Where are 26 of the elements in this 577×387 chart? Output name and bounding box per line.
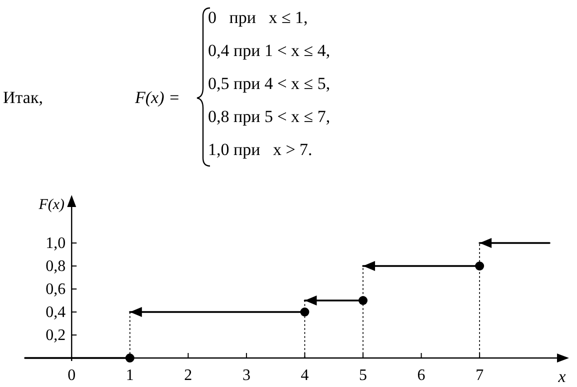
x-axis-title: x xyxy=(557,367,566,386)
text: Итак, xyxy=(3,88,43,107)
y-tick-label: 0,8 xyxy=(46,258,66,275)
x-tick-label: 0 xyxy=(68,367,76,384)
x-tick-label: 7 xyxy=(476,367,484,384)
text: 0 при x ≤ 1, xyxy=(208,8,308,27)
x-tick-label: 6 xyxy=(417,367,426,384)
text: 1,0 при x > 7. xyxy=(208,140,312,159)
x-tick-label: 3 xyxy=(242,367,250,384)
text: F(x) = xyxy=(134,88,180,107)
point xyxy=(358,296,368,305)
y-axis-title: F(x) xyxy=(38,197,65,213)
y-tick-label: 0,6 xyxy=(46,281,66,298)
y-tick-label: 0,4 xyxy=(46,304,66,321)
y-tick-label: 1,0 xyxy=(46,235,66,252)
text: 0,4 при 1 < x ≤ 4, xyxy=(208,41,330,60)
point xyxy=(475,262,484,270)
y-tick-label: 0,2 xyxy=(46,327,66,344)
point xyxy=(300,308,310,316)
x-tick-label: 2 xyxy=(184,367,192,384)
x-tick-label: 5 xyxy=(359,367,368,384)
text: 0,8 при 5 < x ≤ 7, xyxy=(208,107,330,126)
x-tick-label: 1 xyxy=(126,367,134,384)
x-tick-label: 4 xyxy=(300,367,309,384)
point xyxy=(125,354,134,362)
text: 0,5 при 4 < x ≤ 5, xyxy=(208,74,330,93)
